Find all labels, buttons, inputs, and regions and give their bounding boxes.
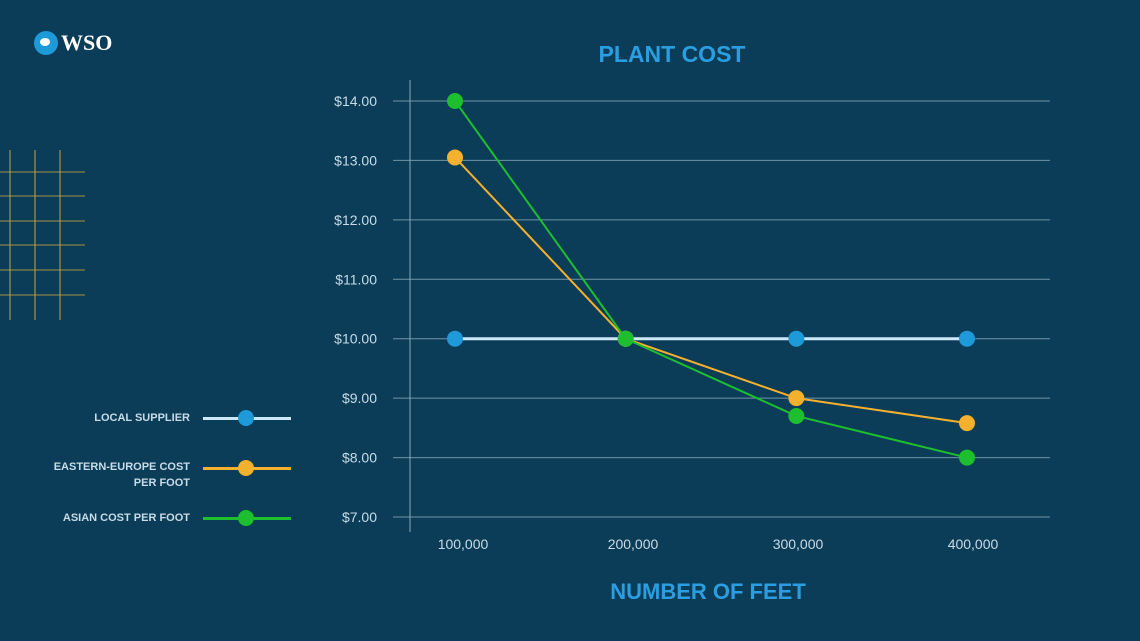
legend-marker [238, 510, 254, 526]
data-point [959, 415, 975, 432]
y-tick-label: $12.00 [334, 212, 377, 228]
x-tick-label: 100,000 [438, 536, 489, 552]
y-tick-label: $10.00 [334, 331, 377, 347]
data-point [617, 330, 634, 347]
chart-title: PLANT COST [599, 41, 746, 67]
legend-label: ASIAN COST PER FOOT [62, 512, 190, 524]
y-tick-label: $14.00 [334, 93, 377, 109]
legend-label: LOCAL SUPPLIER [94, 412, 190, 424]
data-point [447, 93, 463, 109]
legend-label: EASTERN-EUROPE COST PER FOOT [53, 461, 190, 489]
legend-marker [238, 460, 254, 476]
y-tick-label: $11.00 [335, 271, 377, 287]
x-axis-title: NUMBER OF FEET [610, 579, 806, 604]
data-point [447, 149, 463, 166]
y-tick-label: $9.00 [342, 390, 377, 406]
x-tick-label: 200,000 [608, 536, 659, 552]
data-point [447, 330, 463, 347]
y-tick-label: $13.00 [334, 152, 377, 168]
series-line [454, 156, 968, 425]
data-point [788, 330, 805, 347]
data-point [788, 390, 805, 407]
data-point [959, 330, 975, 347]
y-tick-label: $7.00 [342, 509, 377, 525]
wso-logo: WSO [34, 30, 112, 56]
x-tick-label: 400,000 [948, 536, 999, 552]
decorative-grid [0, 150, 85, 320]
logo-text: WSO [61, 30, 113, 55]
series-line [454, 100, 968, 459]
wso-logo-icon [34, 31, 58, 55]
legend-marker [238, 410, 254, 426]
x-tick-label: 300,000 [773, 536, 824, 552]
data-point [788, 407, 805, 424]
data-point [959, 449, 975, 466]
y-tick-label: $8.00 [342, 450, 377, 466]
